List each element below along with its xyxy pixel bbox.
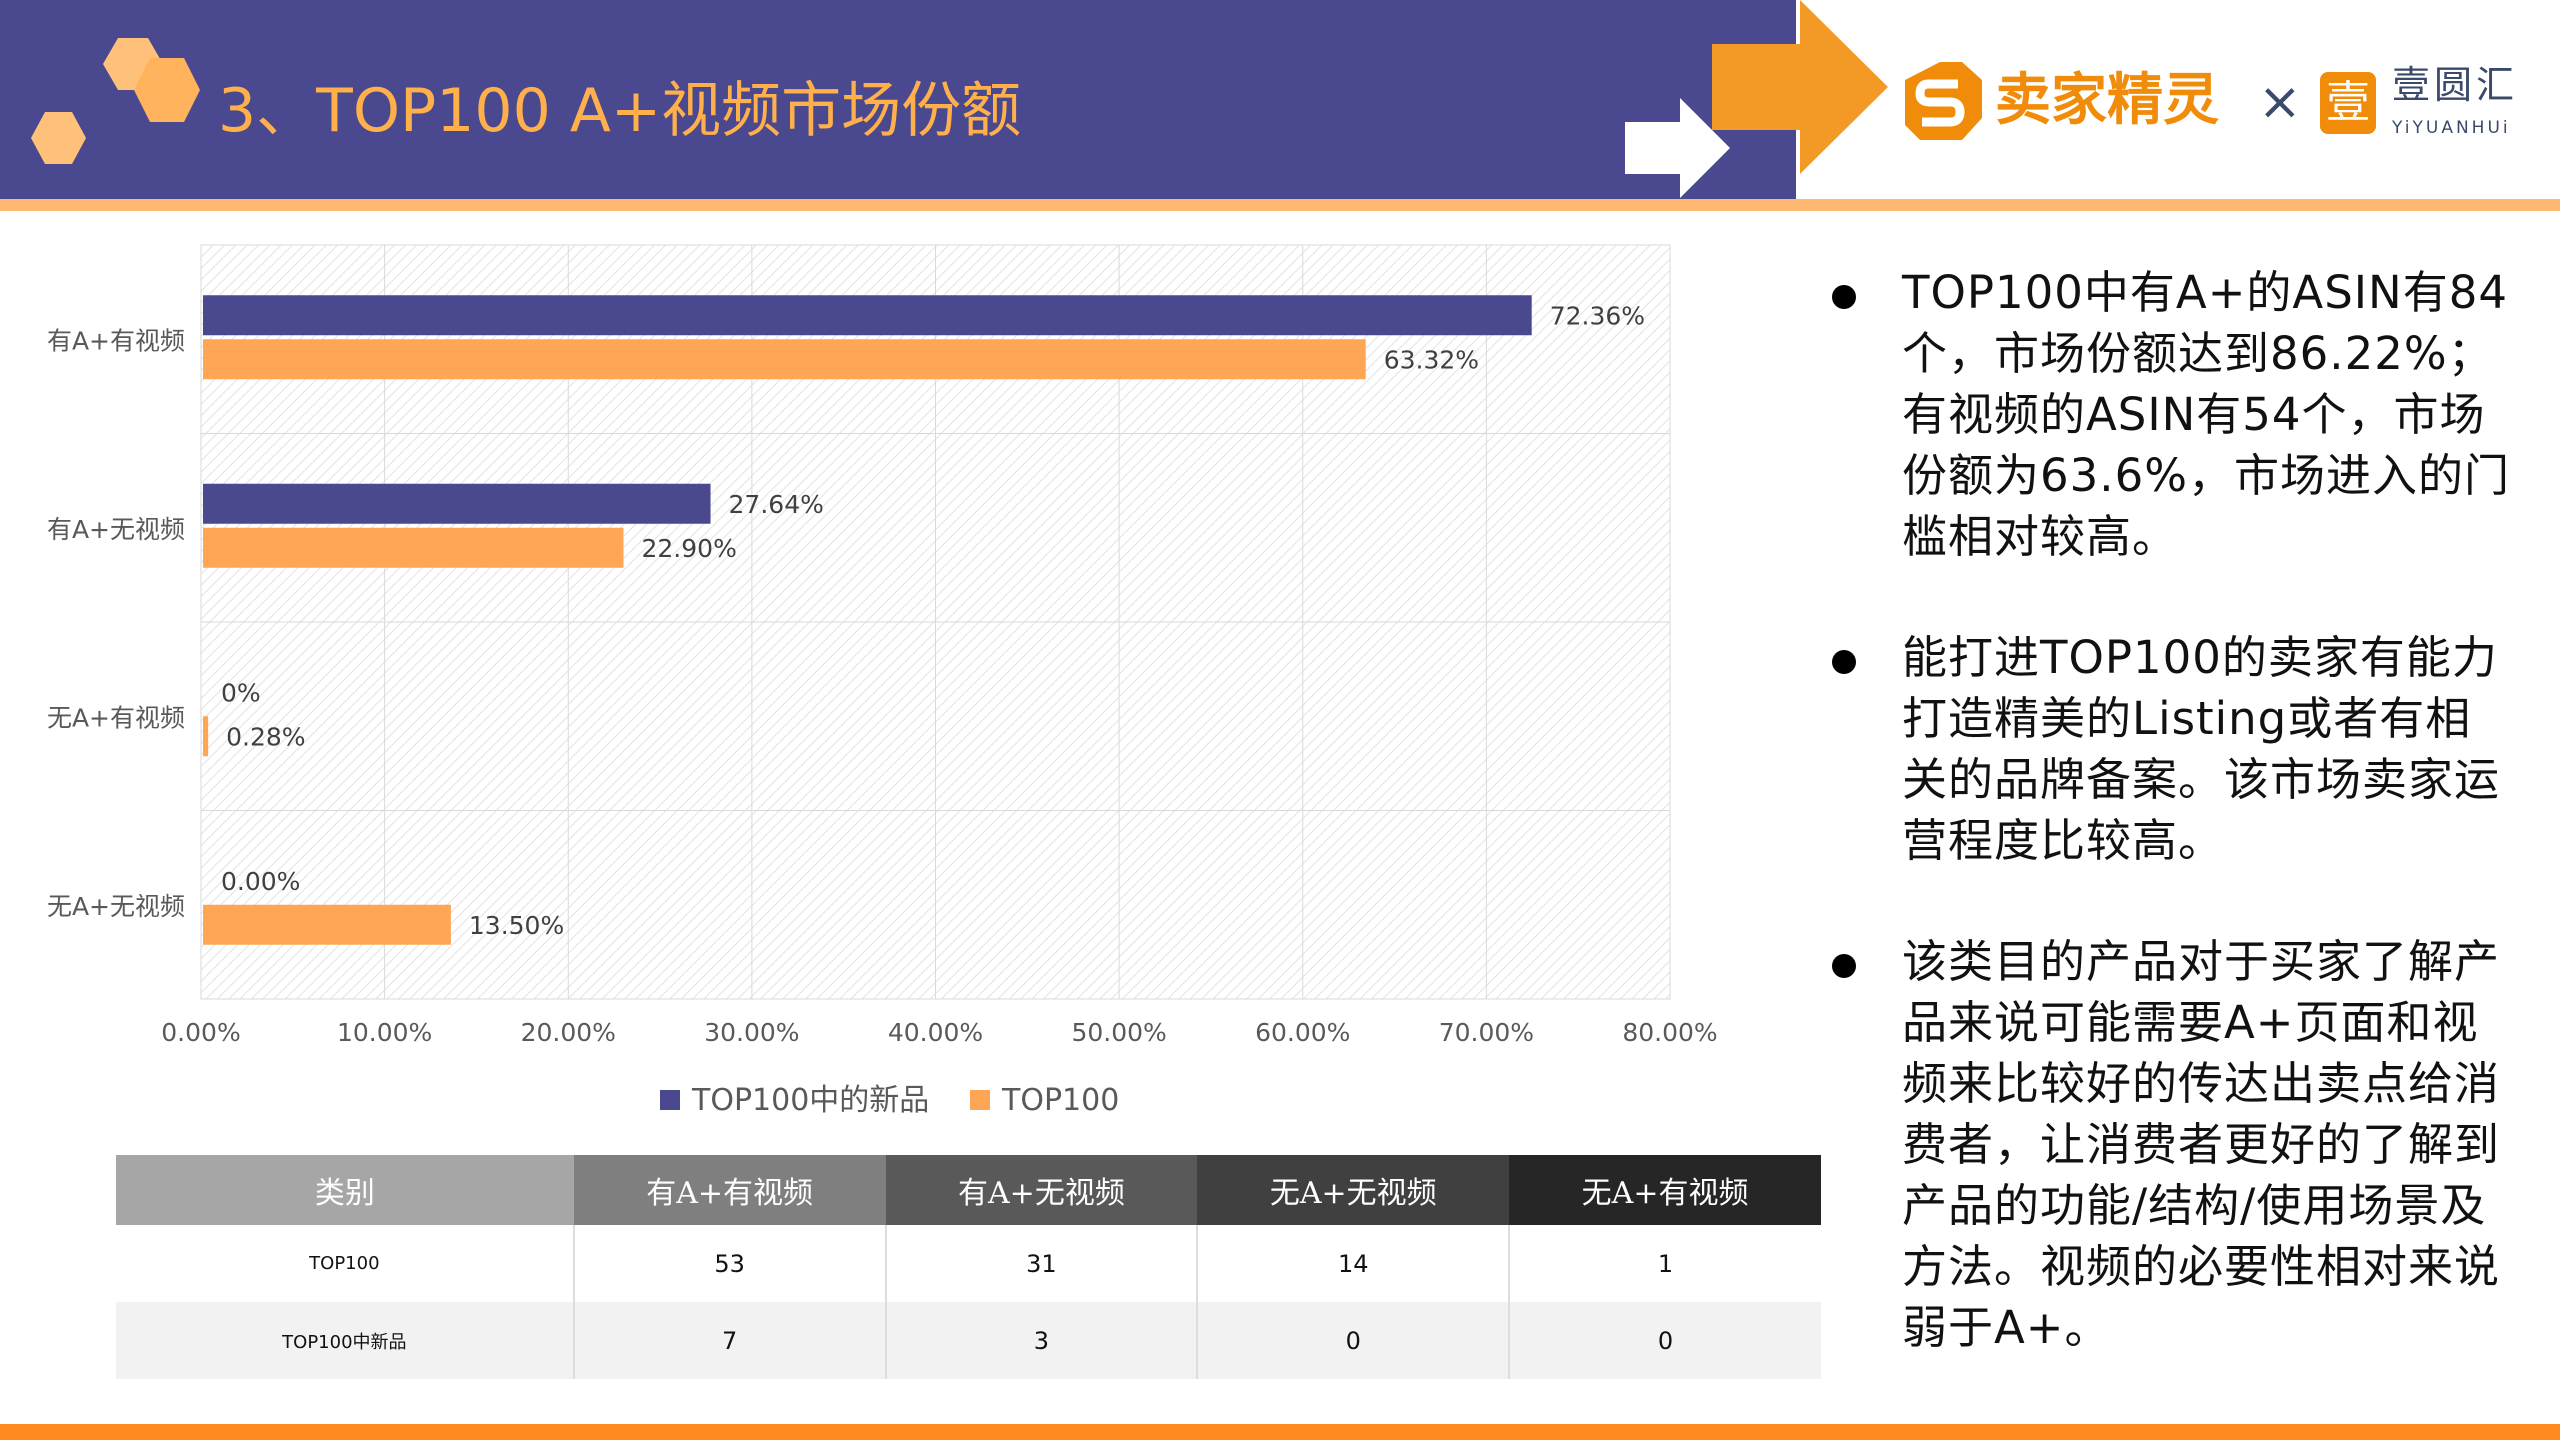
yiyuanhui-logo-cn: 壹圆汇 [2392,63,2519,107]
data-label: 13.50% [469,911,564,940]
bar-new-products [203,295,1532,336]
category-label: 有A+无视频 [47,515,185,544]
x-tick-label: 10.00% [337,1018,432,1047]
data-label: 0.28% [226,722,305,751]
bar-chart: 0.00% 10.00% 20.00% 30.00% 40.00% 50.00% 60.00… [47,244,1718,1118]
times-sign: × [2258,72,2302,132]
seller-logo-icon [1905,62,1982,140]
data-label: 27.64% [729,490,824,519]
orange-arrow-icon [1712,0,1888,174]
hexagon-icon [31,38,200,164]
bullet-list: TOP100中有A+的ASIN有84个，市场份额达到86.22%；有视频的ASI… [1830,262,2510,1418]
bar-top100 [203,716,209,757]
table-header-cell: 类别 [116,1155,574,1225]
category-label: 有A+有视频 [47,326,185,355]
data-label: 22.90% [642,534,737,563]
table-cell: 3 [884,1302,1198,1379]
seller-logo-text: 卖家精灵 [1995,68,2219,133]
legend-label: TOP100中的新品 [691,1083,929,1118]
data-label: 0% [221,678,261,707]
arrow-icon [1625,98,1730,198]
header-divider [0,199,2560,211]
table-header-cell: 有A+有视频 [573,1155,886,1225]
bullet-item: 能打进TOP100的卖家有能力打造精美的Listing或者有相关的品牌备案。该市… [1830,627,2510,871]
bullet-item: 该类目的产品对于买家了解产品来说可能需要A+页面和视频来比较好的传达出卖点给消费… [1830,931,2510,1358]
data-label: 0.00% [221,867,300,896]
legend-swatch [660,1090,680,1110]
bullet-item: TOP100中有A+的ASIN有84个，市场份额达到86.22%；有视频的ASI… [1830,262,2510,567]
yiyuanhui-logo-en: YiYUANHUi [2392,118,2511,138]
data-label: 72.36% [1550,301,1645,330]
bullet-text: TOP100中有A+的ASIN有84个，市场份额达到86.22%；有视频的ASI… [1902,266,2510,563]
table-header-cell: 无A+有视频 [1509,1155,1821,1225]
table-cell: TOP100 [309,1253,380,1274]
category-label: 无A+有视频 [47,703,185,732]
x-tick-label: 50.00% [1071,1018,1166,1047]
footer-bar [0,1424,2560,1440]
table-cell: 7 [572,1302,886,1379]
yiyuanhui-mark-icon [2320,72,2376,134]
table-cell: TOP100中新品 [116,1302,574,1379]
x-tick-label: 40.00% [888,1018,983,1047]
bullet-text: 能打进TOP100的卖家有能力打造精美的Listing或者有相关的品牌备案。该市… [1902,631,2501,867]
legend-swatch [970,1090,990,1110]
table-cell: 31 [884,1225,1198,1302]
table-cell: 0 [1508,1302,1821,1379]
yiyuanhui-mark-text: 壹 [2326,77,2370,128]
data-label: 63.32% [1384,345,1479,374]
x-tick-label: 30.00% [704,1018,799,1047]
data-table: 类别 有A+有视频 有A+无视频 无A+无视频 无A+有视频 TOP100 53 31 14 1… [116,1155,1821,1379]
table-cell: 14 [1196,1225,1510,1302]
x-tick-label: 80.00% [1622,1018,1717,1047]
header-decoration [31,0,2376,198]
bullet-dot-icon [1832,285,1856,309]
x-tick-label: 20.00% [521,1018,616,1047]
bullet-dot-icon [1832,954,1856,978]
page-title: 3、TOP100 A+视频市场份额 [218,76,1022,146]
category-label: 无A+无视频 [47,892,185,921]
header-banner [0,0,1796,199]
table-cell: 0 [1196,1302,1510,1379]
bar-new-products [203,483,711,524]
legend-label: TOP100 [1001,1083,1119,1118]
bullet-text: 该类目的产品对于买家了解产品来说可能需要A+页面和视频来比较好的传达出卖点给消费… [1902,935,2501,1354]
x-tick-label: 70.00% [1439,1018,1534,1047]
table-header-cell: 无A+无视频 [1197,1155,1510,1225]
table-header-cell: 有A+无视频 [885,1155,1198,1225]
bar-top100 [203,339,1366,380]
bar-top100 [203,527,624,568]
bar-top100 [203,904,451,945]
table-row: TOP100中新品 7 3 0 0 [116,1302,1821,1379]
x-tick-label: 60.00% [1255,1018,1350,1047]
x-tick-label: 0.00% [161,1018,240,1047]
table-row: TOP100 53 31 14 1 [116,1225,1821,1302]
bullet-dot-icon [1832,650,1856,674]
table-cell: 1 [1508,1225,1821,1302]
table-cell: 53 [572,1225,886,1302]
